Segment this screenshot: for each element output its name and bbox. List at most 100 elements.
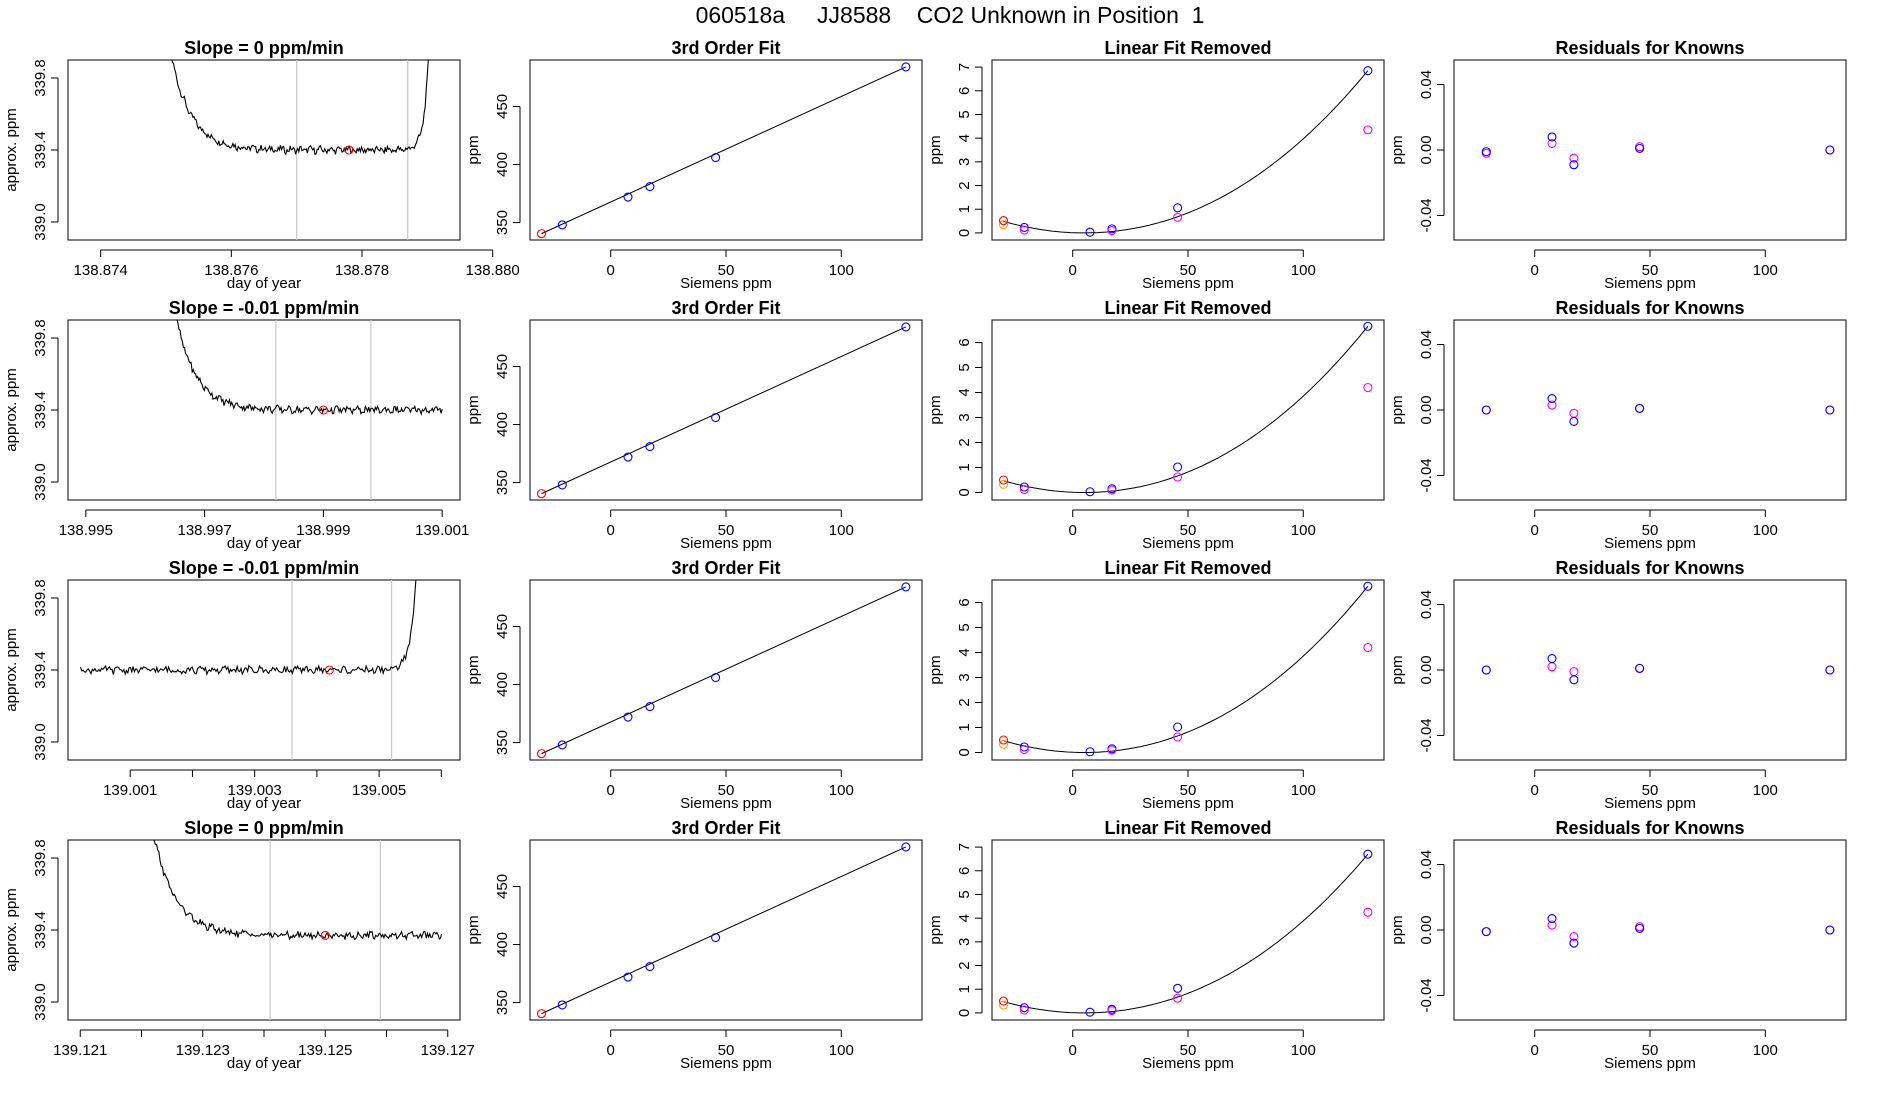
y-tick-label: 339.0 bbox=[32, 983, 49, 1021]
panel-r2-c1: Slope = -0.01 ppm/min day of year approx. … bbox=[3, 298, 469, 552]
x-axis-label: Siemens ppm bbox=[680, 1055, 772, 1072]
x-tick-label: 100 bbox=[829, 1042, 854, 1059]
data-point bbox=[901, 62, 911, 72]
y-tick-label: 350 bbox=[494, 210, 511, 235]
y-axis-label: ppm bbox=[465, 135, 482, 164]
panel-title: Residuals for Knowns bbox=[1555, 38, 1744, 58]
plot-area bbox=[998, 581, 1373, 757]
y-tick-label: 7 bbox=[956, 843, 973, 851]
y-tick-label: 5 bbox=[956, 363, 973, 371]
y-tick-label: 0.00 bbox=[1418, 135, 1435, 164]
blue-point bbox=[1173, 462, 1183, 472]
panel-r1-c2: 3rd Order Fit Siemens ppm ppm 0 50 100 350 400 4… bbox=[465, 38, 923, 292]
x-tick-label: 0 bbox=[1069, 782, 1077, 799]
panel-r2-c4: Residuals for Knowns Siemens ppm ppm 0 50 100… bbox=[1389, 298, 1847, 552]
y-tick-label: 400 bbox=[494, 672, 511, 697]
blue-point bbox=[1019, 482, 1029, 492]
data-point bbox=[711, 412, 721, 423]
y-tick-label: 400 bbox=[494, 412, 511, 437]
blue-point bbox=[1363, 66, 1373, 76]
x-tick-label: 100 bbox=[1753, 262, 1778, 279]
data-point bbox=[557, 480, 567, 490]
blue-point bbox=[1635, 403, 1645, 413]
plot-frame bbox=[67, 579, 461, 761]
blue-point bbox=[1825, 405, 1835, 415]
trace-line bbox=[79, 580, 417, 677]
panel-r4-c1: Slope = 0 ppm/min day of year approx. ppm 1… bbox=[3, 818, 475, 1072]
plot-frame bbox=[991, 59, 1385, 241]
blue-point bbox=[1173, 983, 1183, 993]
y-tick-label: 450 bbox=[494, 874, 511, 899]
x-axis-label: Siemens ppm bbox=[1142, 795, 1234, 812]
x-axis-label: day of year bbox=[227, 795, 301, 812]
x-tick-label: 50 bbox=[1180, 782, 1197, 799]
x-tick-label: 50 bbox=[718, 782, 735, 799]
y-tick-label: 7 bbox=[956, 63, 973, 71]
x-tick-label: 100 bbox=[829, 782, 854, 799]
y-tick-label: 339.8 bbox=[32, 579, 49, 617]
y-tick-label: 5 bbox=[956, 110, 973, 118]
x-tick-label: 0 bbox=[607, 782, 615, 799]
y-tick-label: 1 bbox=[956, 723, 973, 731]
y-tick-label: 2 bbox=[956, 961, 973, 969]
plot-area bbox=[536, 842, 911, 1019]
panel-r3-c3: Linear Fit Removed Siemens ppm ppm 0 50 100 0 1… bbox=[927, 558, 1385, 812]
magenta-point bbox=[1019, 744, 1029, 755]
y-tick-label: 350 bbox=[494, 470, 511, 495]
panel-title: Slope = -0.01 ppm/min bbox=[169, 558, 360, 578]
y-tick-label: 400 bbox=[494, 152, 511, 177]
x-axis-label: day of year bbox=[227, 1055, 301, 1072]
y-tick-label: 339.4 bbox=[32, 391, 49, 429]
y-tick-label: 0.04 bbox=[1418, 850, 1435, 879]
plot-area bbox=[536, 62, 911, 239]
x-tick-label: 0 bbox=[607, 1042, 615, 1059]
x-tick-label: 50 bbox=[1642, 262, 1659, 279]
data-point bbox=[557, 740, 567, 750]
orange-point bbox=[998, 739, 1009, 749]
y-tick-label: 6 bbox=[956, 87, 973, 95]
x-tick-label: 0 bbox=[607, 262, 615, 279]
trace-line bbox=[153, 840, 443, 942]
x-axis-label: Siemens ppm bbox=[1604, 1055, 1696, 1072]
data-point bbox=[623, 452, 633, 462]
y-axis-label: ppm bbox=[465, 915, 482, 944]
blue-point bbox=[1569, 675, 1579, 685]
plot-frame bbox=[1453, 579, 1847, 761]
blue-point bbox=[1085, 227, 1095, 237]
plot-frame bbox=[529, 839, 923, 1021]
x-axis-label: Siemens ppm bbox=[1604, 275, 1696, 292]
panel-title: 3rd Order Fit bbox=[671, 298, 780, 318]
y-axis-label: ppm bbox=[465, 395, 482, 424]
magenta-point bbox=[1107, 1005, 1117, 1016]
blue-point bbox=[1825, 665, 1835, 675]
data-point bbox=[901, 322, 911, 332]
blue-point bbox=[1547, 393, 1557, 404]
plot-frame bbox=[67, 59, 461, 241]
x-tick-label: 100 bbox=[829, 522, 854, 539]
magenta-point bbox=[1019, 1005, 1029, 1015]
panel-r4-c3: Linear Fit Removed Siemens ppm ppm 0 50 100 0 1… bbox=[927, 818, 1385, 1072]
y-tick-label: 339.0 bbox=[32, 463, 49, 501]
panel-title: 3rd Order Fit bbox=[671, 558, 780, 578]
y-tick-label: 5 bbox=[956, 623, 973, 631]
panel-r3-c1: Slope = -0.01 ppm/min day of year approx. … bbox=[3, 558, 461, 812]
y-tick-label: 1 bbox=[956, 985, 973, 993]
plot-frame bbox=[1453, 59, 1847, 241]
x-tick-label: 50 bbox=[718, 1042, 735, 1059]
trace-line bbox=[171, 60, 429, 156]
data-point bbox=[623, 712, 633, 722]
blue-point bbox=[1547, 132, 1557, 142]
x-tick-label: 0 bbox=[1531, 782, 1539, 799]
data-point bbox=[645, 962, 655, 972]
panel-title: Residuals for Knowns bbox=[1555, 818, 1744, 838]
plot-frame bbox=[529, 579, 923, 761]
x-axis-label: Siemens ppm bbox=[680, 535, 772, 552]
plot-frame bbox=[67, 319, 461, 501]
y-tick-label: 6 bbox=[956, 598, 973, 606]
y-tick-label: 450 bbox=[494, 614, 511, 639]
y-axis-label: ppm bbox=[927, 395, 944, 424]
blue-point bbox=[1635, 923, 1645, 933]
blue-point bbox=[1019, 742, 1029, 752]
fit-curve bbox=[1003, 325, 1369, 493]
